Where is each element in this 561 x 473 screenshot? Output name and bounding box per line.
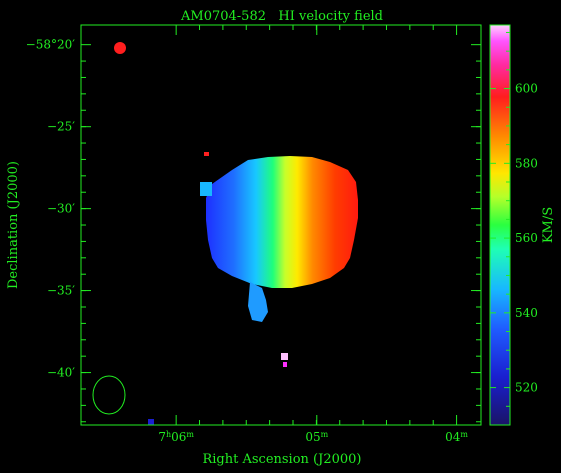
y-tick-label-2: −30′: [47, 202, 75, 216]
velocity-field-image: [114, 42, 358, 425]
galaxy-clump-east: [200, 182, 212, 196]
colorbar-label: KM/S: [541, 207, 556, 243]
y-tick-label-3: −35′: [47, 284, 75, 298]
x-tick-label-1: 05m: [305, 430, 328, 445]
colorbar-tick-label-4: 600: [515, 82, 538, 96]
beam-ellipse: [92, 375, 126, 415]
colorbar: [490, 25, 510, 425]
colorbar-tick-label-0: 520: [515, 381, 538, 395]
colorbar-axis: 520 540 560 580 600: [490, 31, 538, 407]
blob-pink: [281, 353, 288, 360]
x-axis-label: Right Ascension (J2000): [202, 452, 361, 467]
colorbar-tick-label-1: 540: [515, 306, 538, 320]
x-tick-label-0: 7h06m: [158, 430, 194, 445]
galaxy-spot-top: [204, 152, 209, 156]
y-axis-label: Declination (J2000): [6, 161, 21, 289]
y-tick-label-4: −40′: [47, 366, 75, 380]
blob-magenta: [283, 362, 287, 367]
blob-dark-blue: [148, 419, 154, 425]
blob-red-corner: [114, 42, 126, 54]
galaxy-disk: [206, 156, 358, 288]
x-tick-label-2: 04m: [445, 430, 468, 445]
galaxy-tail: [248, 282, 268, 322]
chart-title: AM0704-582 HI velocity field: [180, 9, 383, 24]
y-tick-label-1: −25′: [47, 120, 75, 134]
y-tick-label-0: −58°20′: [26, 38, 76, 52]
colorbar-frame: [489, 24, 511, 426]
colorbar-tick-label-2: 560: [515, 231, 538, 245]
colorbar-tick-label-3: 580: [515, 156, 538, 170]
y-axis: −58°20′ −25′ −30′ −35′ −40′: [26, 38, 481, 423]
